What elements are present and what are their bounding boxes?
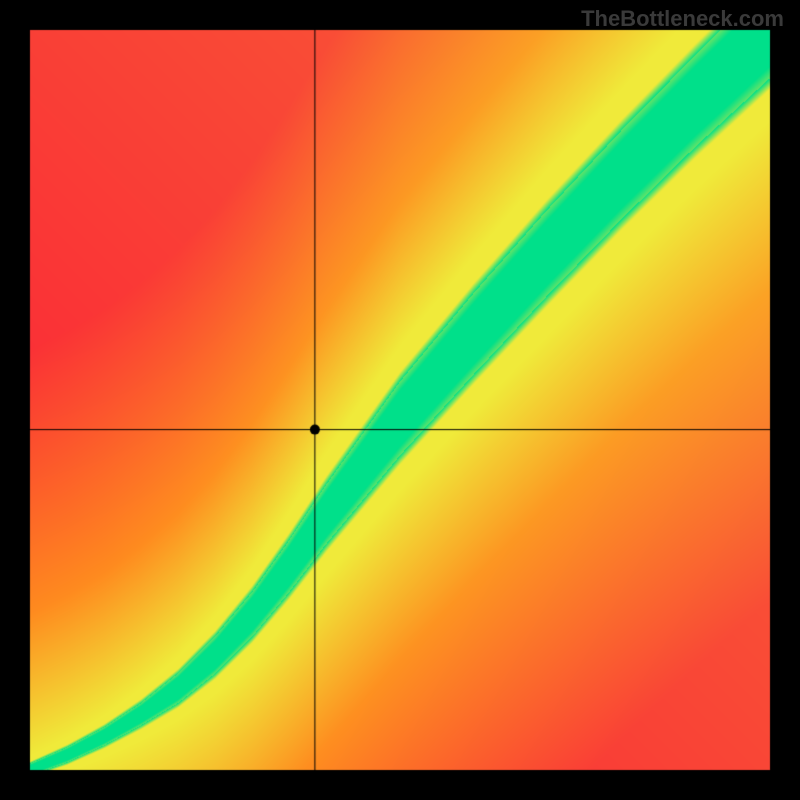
watermark-text: TheBottleneck.com xyxy=(581,6,784,32)
bottleneck-heatmap xyxy=(0,0,800,800)
chart-container: TheBottleneck.com xyxy=(0,0,800,800)
